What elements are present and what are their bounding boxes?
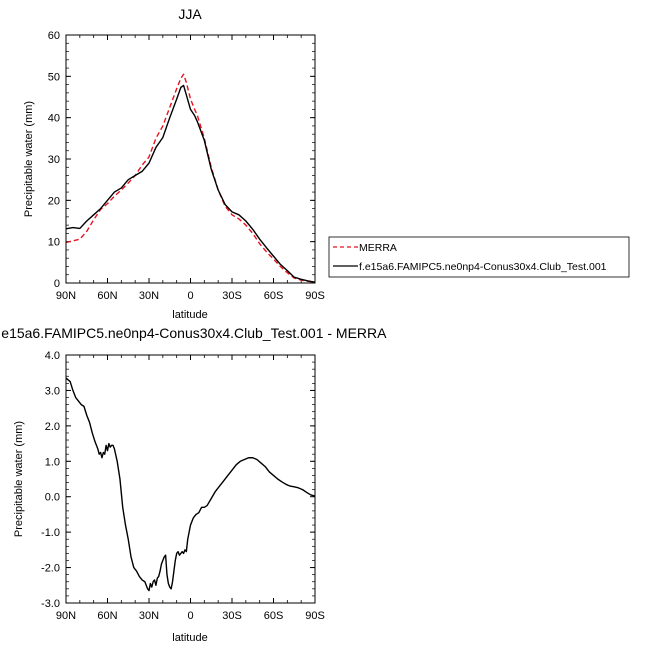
bottom-plot-area: 90N 60N 30N 0 30S 60S 90S 4.0 3.0 2.0 1.0 0.0 -1.0 -2… xyxy=(41,350,325,622)
top-y-tick-label: 20 xyxy=(48,195,60,207)
top-y-tick-label: 40 xyxy=(48,113,60,125)
legend-box xyxy=(328,236,630,278)
top-series-line-2 xyxy=(65,84,316,283)
legend-label-model: f.e15a6.FAMIPC5.ne0np4-Conus30x4.Club_Te… xyxy=(359,261,607,273)
bottom-y-tick-label: 4.0 xyxy=(45,350,60,362)
bottom-plot-frame xyxy=(65,354,316,604)
top-y-axis-title: Precipitable water (mm) xyxy=(23,101,35,217)
bottom-y-tick-label: 1.0 xyxy=(45,456,60,468)
bottom-x-tick-label: 0 xyxy=(187,610,193,622)
top-y-tick-label: 0 xyxy=(54,278,60,290)
top-series-line-1 xyxy=(65,73,316,283)
top-y-tick-label: 10 xyxy=(48,237,60,249)
bottom-y-tick-label: -1.0 xyxy=(41,527,60,539)
bottom-x-tick-label: 60S xyxy=(264,610,284,622)
top-plot-area: 90N 60N 30N 0 30S 60S 90S 0 10 20 30 40 50 60 xyxy=(48,30,325,302)
top-x-tick-label: 60N xyxy=(97,290,117,302)
bottom-x-tick-label: 90S xyxy=(305,610,325,622)
bottom-x-tick-label: 90N xyxy=(56,610,76,622)
top-x-tick-label: 0 xyxy=(187,290,193,302)
top-x-tick-label: 30N xyxy=(139,290,159,302)
bottom-y-tick-label: -2.0 xyxy=(41,563,60,575)
bottom-panel: f.e15a6.FAMIPC5.ne0np4-Conus30x4.Club_Te… xyxy=(0,325,387,644)
bottom-panel-title: f.e15a6.FAMIPC5.ne0np4-Conus30x4.Club_Te… xyxy=(0,325,387,341)
top-x-tick-label: 30S xyxy=(222,290,242,302)
top-y-tick-label: 50 xyxy=(48,71,60,83)
bottom-series-line-1 xyxy=(65,377,316,592)
bottom-x-tick-label: 30N xyxy=(139,610,159,622)
top-y-tick-label: 60 xyxy=(48,30,60,42)
top-y-tick-label: 30 xyxy=(48,154,60,166)
bottom-x-tick-label: 60N xyxy=(97,610,117,622)
bottom-x-tick-label: 30S xyxy=(222,610,242,622)
top-plot-frame xyxy=(65,34,316,284)
bottom-y-tick-label: 3.0 xyxy=(45,385,60,397)
top-panel: JJA 90N 60N 30N 0 30S 60S 90S 0 10 20 30 40 50 60 lat… xyxy=(23,6,325,321)
bottom-y-tick-label: 0.0 xyxy=(45,492,60,504)
bottom-y-tick-label: -3.0 xyxy=(41,598,60,610)
top-x-tick-label: 90N xyxy=(56,290,76,302)
top-x-tick-label: 60S xyxy=(264,290,284,302)
top-x-axis-title: latitude xyxy=(172,309,207,321)
bottom-y-tick-label: 2.0 xyxy=(45,421,60,433)
legend: MERRA f.e15a6.FAMIPC5.ne0np4-Conus30x4.C… xyxy=(328,236,630,278)
top-x-tick-label: 90S xyxy=(305,290,325,302)
bottom-x-axis-title: latitude xyxy=(172,632,207,644)
bottom-y-axis-title: Precipitable water (mm) xyxy=(13,421,25,537)
legend-label-merra: MERRA xyxy=(359,242,397,254)
top-panel-title: JJA xyxy=(178,6,202,22)
